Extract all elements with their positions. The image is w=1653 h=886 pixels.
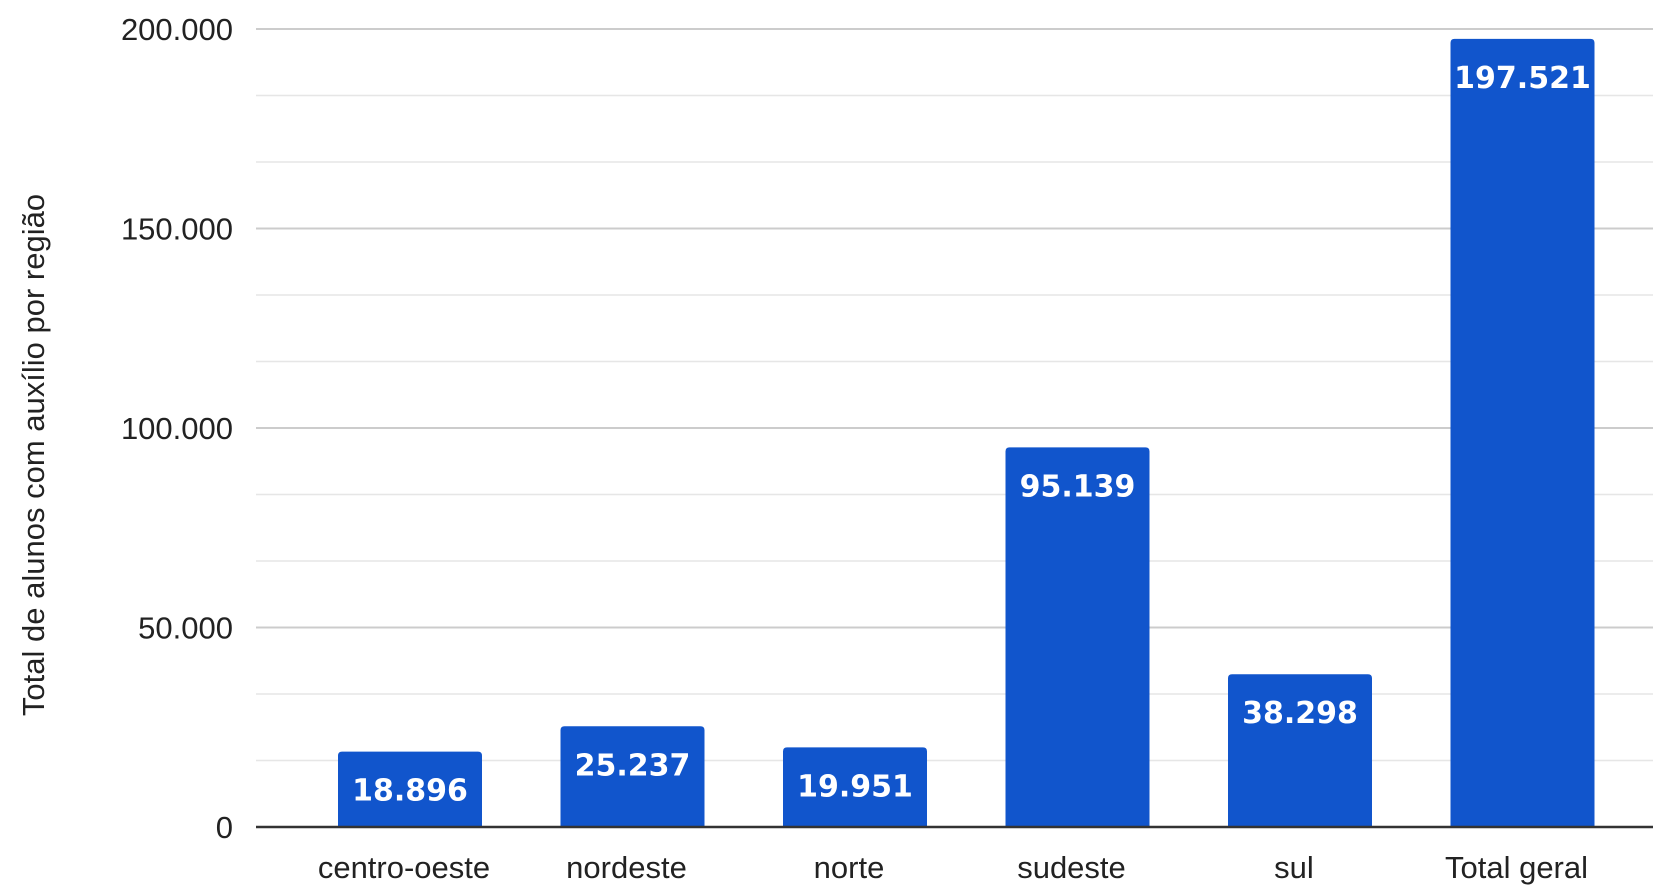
gridlines — [256, 28, 1653, 762]
bar — [1450, 38, 1595, 827]
bar — [338, 751, 482, 827]
x-tick-label: Total geral — [1445, 850, 1588, 885]
x-tick-label: sudeste — [1017, 850, 1126, 885]
y-tick-label: 150.000 — [121, 212, 233, 247]
x-tick-label: centro-oeste — [318, 850, 490, 885]
bar — [560, 726, 705, 827]
x-tick-label: norte — [814, 850, 885, 885]
bar — [1228, 674, 1372, 827]
bar-value-label: 38.298 — [1242, 696, 1358, 731]
bar-value-label: 25.237 — [575, 748, 691, 783]
bars: 18.896 25.237 19.951 95.139 38.298 197.521 — [256, 38, 1653, 829]
y-tick-label: 200.000 — [121, 12, 233, 47]
y-axis-title: Total de alunos com auxílio por região — [16, 194, 51, 716]
bar — [1005, 447, 1150, 827]
bar-value-label: 19.951 — [797, 769, 913, 804]
bar-value-label: 197.521 — [1454, 61, 1591, 96]
x-axis-ticks: centro-oeste nordeste norte sudeste sul Total… — [318, 850, 1588, 885]
y-tick-label: 50.000 — [138, 611, 233, 646]
bar — [783, 747, 927, 827]
y-tick-label: 100.000 — [121, 411, 233, 446]
bar-value-label: 95.139 — [1020, 469, 1136, 504]
x-tick-label: nordeste — [566, 850, 687, 885]
y-axis-ticks: 0 50.000 100.000 150.000 200.000 — [121, 12, 233, 845]
bar-value-label: 18.896 — [352, 774, 468, 809]
y-tick-label: 0 — [216, 810, 233, 845]
x-tick-label: sul — [1274, 850, 1314, 885]
